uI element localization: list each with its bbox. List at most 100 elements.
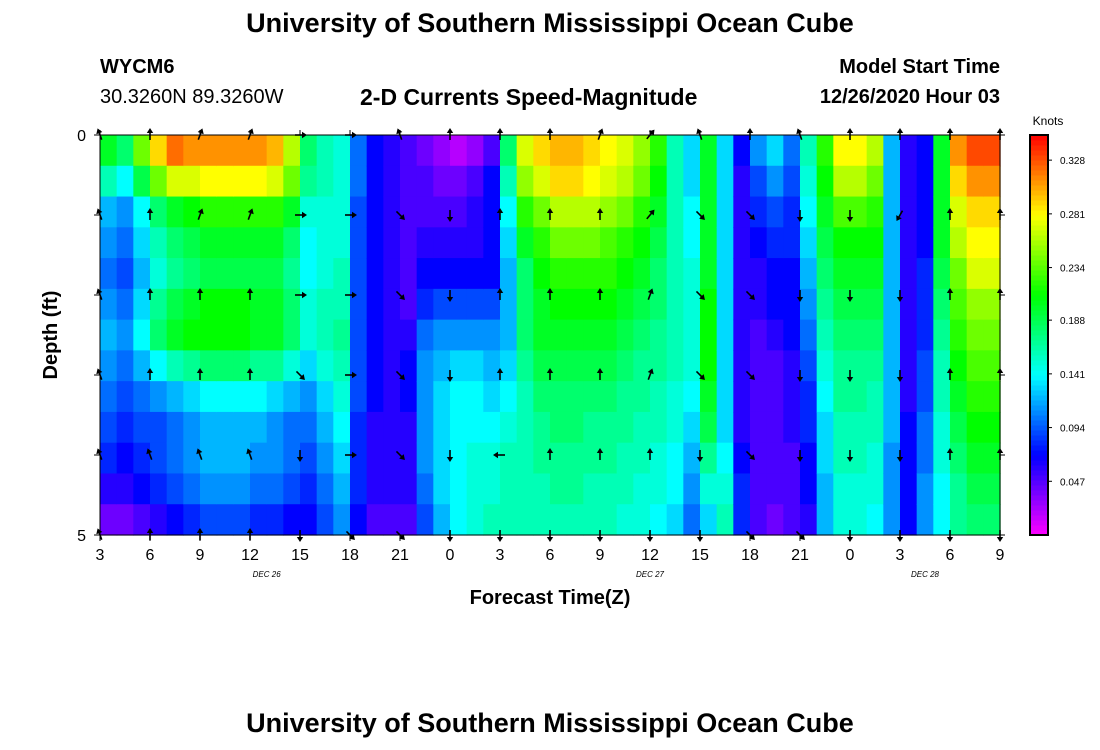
heatmap-cell	[850, 442, 868, 475]
heatmap-cell	[366, 196, 384, 228]
heatmap-cell	[800, 135, 818, 167]
heatmap-cell	[650, 473, 668, 505]
heatmap-cell	[233, 165, 251, 198]
current-arrow	[695, 370, 705, 380]
heatmap-cell	[916, 411, 934, 444]
heatmap-cell	[650, 442, 668, 475]
heatmap-cell	[216, 350, 234, 382]
heatmap-cell	[750, 350, 768, 382]
heatmap-cell	[766, 350, 784, 382]
heatmap-cell	[516, 319, 534, 351]
heatmap-cell	[766, 411, 784, 444]
current-arrow	[946, 368, 954, 380]
x-tick-label: 6	[546, 547, 555, 564]
heatmap-cell	[533, 350, 551, 382]
heatmap-cell	[616, 504, 634, 536]
colorbar-segment	[1030, 320, 1048, 326]
heatmap-cell	[816, 350, 834, 382]
heatmap-cell	[683, 442, 701, 475]
colorbar-segment	[1030, 335, 1048, 341]
heatmap-cell	[783, 288, 801, 321]
colorbar-segment	[1030, 515, 1048, 521]
heatmap-cell	[983, 135, 1001, 167]
heatmap-cell	[916, 504, 934, 536]
current-arrow	[796, 450, 804, 462]
heatmap-cell	[783, 350, 801, 382]
heatmap-cell	[366, 473, 384, 505]
heatmap-cell	[800, 442, 818, 475]
heatmap-cell	[616, 165, 634, 198]
heatmap-cell	[383, 411, 401, 444]
heatmap-cell	[283, 381, 301, 413]
heatmap-cell	[233, 350, 251, 382]
heatmap-cell	[200, 135, 218, 167]
heatmap-cell	[333, 288, 351, 321]
heatmap-cell	[766, 135, 784, 167]
heatmap-cell	[133, 258, 151, 290]
heatmap-cell	[816, 196, 834, 228]
heatmap-cell	[300, 258, 318, 290]
x-tick-label: 0	[446, 547, 455, 564]
heatmap-cell	[100, 504, 118, 536]
heatmap-cell	[100, 442, 118, 475]
heatmap-cell	[516, 381, 534, 413]
heatmap-cell	[866, 258, 884, 290]
heatmap-cell	[116, 227, 134, 259]
heatmap-cell	[100, 411, 118, 444]
colorbar-segment	[1030, 485, 1048, 491]
heatmap-cell	[866, 442, 884, 475]
y-axis: 05	[77, 128, 1005, 545]
heatmap-cell	[466, 442, 484, 475]
heatmap-cell	[116, 350, 134, 382]
heatmap-cell	[466, 227, 484, 259]
heatmap-cell	[300, 196, 318, 228]
heatmap-cell	[966, 381, 984, 413]
heatmap-cell	[833, 473, 851, 505]
heatmap-cell	[500, 319, 518, 351]
heatmap-cell	[683, 135, 701, 167]
heatmap-cell	[700, 319, 718, 351]
colorbar-segment	[1030, 245, 1048, 251]
colorbar-segment	[1030, 455, 1048, 461]
heatmap-cell	[933, 442, 951, 475]
heatmap-cell	[933, 350, 951, 382]
heatmap-cell	[616, 196, 634, 228]
colorbar-segment	[1030, 355, 1048, 361]
heatmap-cell	[750, 288, 768, 321]
heatmap-cell	[333, 135, 351, 167]
heatmap-cell	[233, 504, 251, 536]
station-id: WYCM6	[100, 56, 175, 78]
heatmap-cell	[483, 442, 501, 475]
heatmap-cell	[216, 258, 234, 290]
heatmap-cell	[383, 288, 401, 321]
heatmap-cell	[400, 227, 418, 259]
heatmap-cell	[616, 288, 634, 321]
heatmap-cell	[516, 258, 534, 290]
heatmap-cell	[566, 442, 584, 475]
heatmap-cell	[183, 165, 201, 198]
heatmap-cell	[600, 258, 618, 290]
heatmap-cell	[666, 319, 684, 351]
x-tick-label: 3	[96, 547, 105, 564]
heatmap-cell	[300, 135, 318, 167]
heatmap-cell	[183, 504, 201, 536]
current-arrow	[946, 288, 954, 300]
heatmap-cell	[316, 288, 334, 321]
heatmap-cell	[716, 319, 734, 351]
heatmap-cell	[466, 196, 484, 228]
heatmap-cell	[433, 227, 451, 259]
heatmap-cell	[250, 135, 268, 167]
heatmap-cell	[683, 227, 701, 259]
heatmap-cell	[866, 504, 884, 536]
current-arrow	[846, 290, 854, 302]
heatmap-cell	[766, 227, 784, 259]
heatmap-cell	[983, 350, 1001, 382]
heatmap-cell	[500, 165, 518, 198]
heatmap-cell	[133, 227, 151, 259]
heatmap-cell	[566, 473, 584, 505]
heatmap-cell	[833, 196, 851, 228]
heatmap-cell	[283, 473, 301, 505]
colorbar-segment	[1030, 220, 1048, 226]
heatmap-cell	[400, 165, 418, 198]
heatmap-cell	[250, 196, 268, 228]
